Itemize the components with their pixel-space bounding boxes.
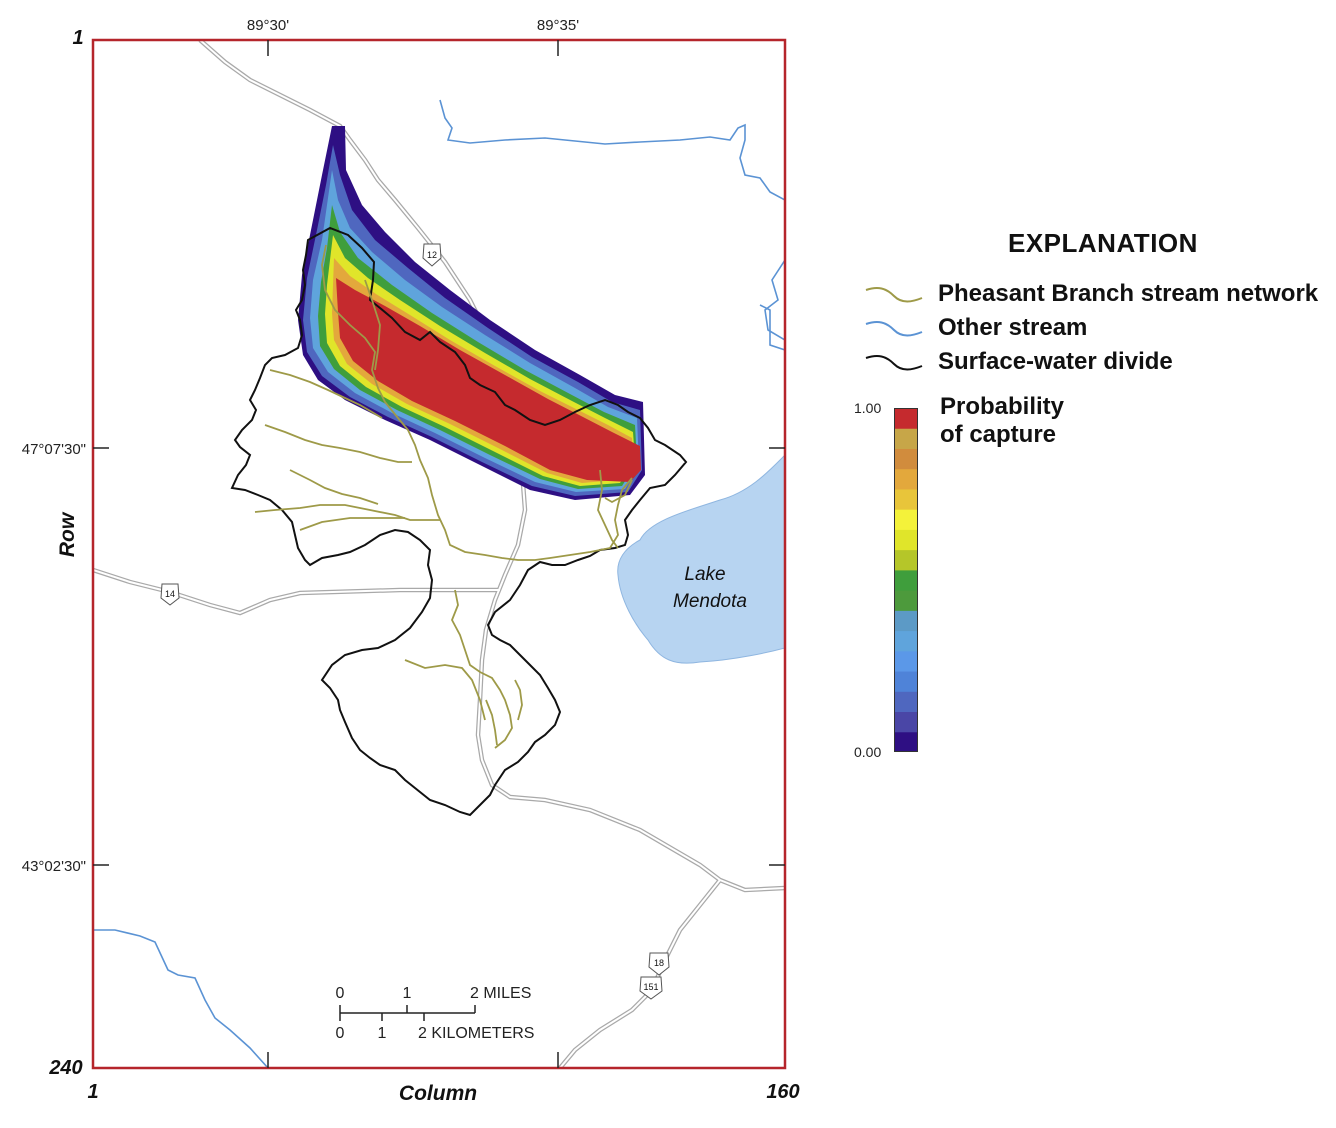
row-bottom-number: 240 [48,1057,82,1079]
longitude-label-1: 89°30' [247,17,289,34]
pheasant-branch-line-icon [865,287,923,303]
colorbar-band [894,509,918,530]
legend-item-other-stream: Other stream [860,314,1330,344]
colorbar-band [894,650,918,672]
colorbar-band [894,408,918,429]
colorbar-band [894,488,918,510]
surface-water-divide [230,226,688,817]
colorbar-band [894,549,918,571]
legend-item-pheasant-branch: Pheasant Branch stream network [860,280,1330,310]
scale-km-1: 1 [378,1025,387,1042]
lake-mendota [617,454,785,664]
colorbar-band [894,468,918,490]
legend-title: EXPLANATION [1008,228,1198,258]
colorbar-band [894,448,918,470]
column-left-number: 1 [87,1081,98,1103]
colorbar-band [894,731,918,752]
longitude-label-2: 89°35' [537,17,579,34]
colorbar-band [894,691,918,713]
other-stream-line-icon [865,321,923,337]
legend-label-pheasant-branch: Pheasant Branch stream network [938,280,1319,307]
probability-colorbar [894,408,918,752]
colorbar-max-label: 1.00 [854,400,882,416]
probability-label-line2: of capture [940,421,1057,448]
highway-shield-18: 18 [648,952,670,976]
graticule-ticks [93,40,785,1068]
scale-miles-1: 1 [403,985,412,1002]
svg-text:14: 14 [165,589,175,599]
legend-probability-label: Probability of capture [940,393,1140,449]
legend-label-divide: Surface-water divide [938,348,1173,375]
colorbar-band [894,569,918,591]
highway-shield-14: 14 [160,583,180,606]
divide-line-icon [865,355,923,371]
scale-miles-0: 0 [336,985,345,1002]
row-top-number: 1 [72,27,83,49]
legend: EXPLANATION Pheasant Branch stream netwo… [854,228,1330,768]
column-right-number: 160 [766,1081,799,1103]
colorbar-border [894,408,918,752]
map-frame [91,38,787,1070]
svg-text:151: 151 [643,982,658,992]
scale-km-0: 0 [336,1025,345,1042]
svg-text:18: 18 [654,958,664,968]
other-streams [93,99,785,1068]
scale-miles-2: 2 MILES [470,985,531,1002]
capture-probability-zone [298,126,645,500]
scale-km-2: 2 KILOMETERS [418,1025,534,1042]
scale-bar: 0 1 2 MILES 0 1 2 KILOMETERS [336,985,535,1042]
colorbar-band [894,529,918,551]
probability-label-line1: Probability [940,393,1065,420]
map-content: 12 14 18 151 Lake Mendota [93,40,785,1068]
lake-label-line2: Mendota [673,591,747,612]
lake-label-line1: Lake [684,564,725,585]
column-axis-title: Column [399,1082,477,1105]
pheasant-branch-streams [254,244,633,749]
colorbar-band [894,711,918,733]
colorbar-band [894,428,918,449]
row-axis-title: Row [56,511,79,557]
svg-text:12: 12 [427,250,437,260]
legend-label-other-stream: Other stream [938,314,1088,341]
colorbar-band [894,630,918,652]
colorbar-band [894,610,918,632]
colorbar-band [894,671,918,692]
colorbar-band [894,590,918,611]
latitude-label-1: 47°07'30" [22,441,86,458]
highway-shield-151: 151 [639,976,663,1000]
highway-shield-12: 12 [422,243,442,267]
latitude-label-2: 43°02'30" [22,858,86,875]
colorbar-min-label: 0.00 [854,744,882,760]
legend-item-divide: Surface-water divide [860,348,1330,378]
